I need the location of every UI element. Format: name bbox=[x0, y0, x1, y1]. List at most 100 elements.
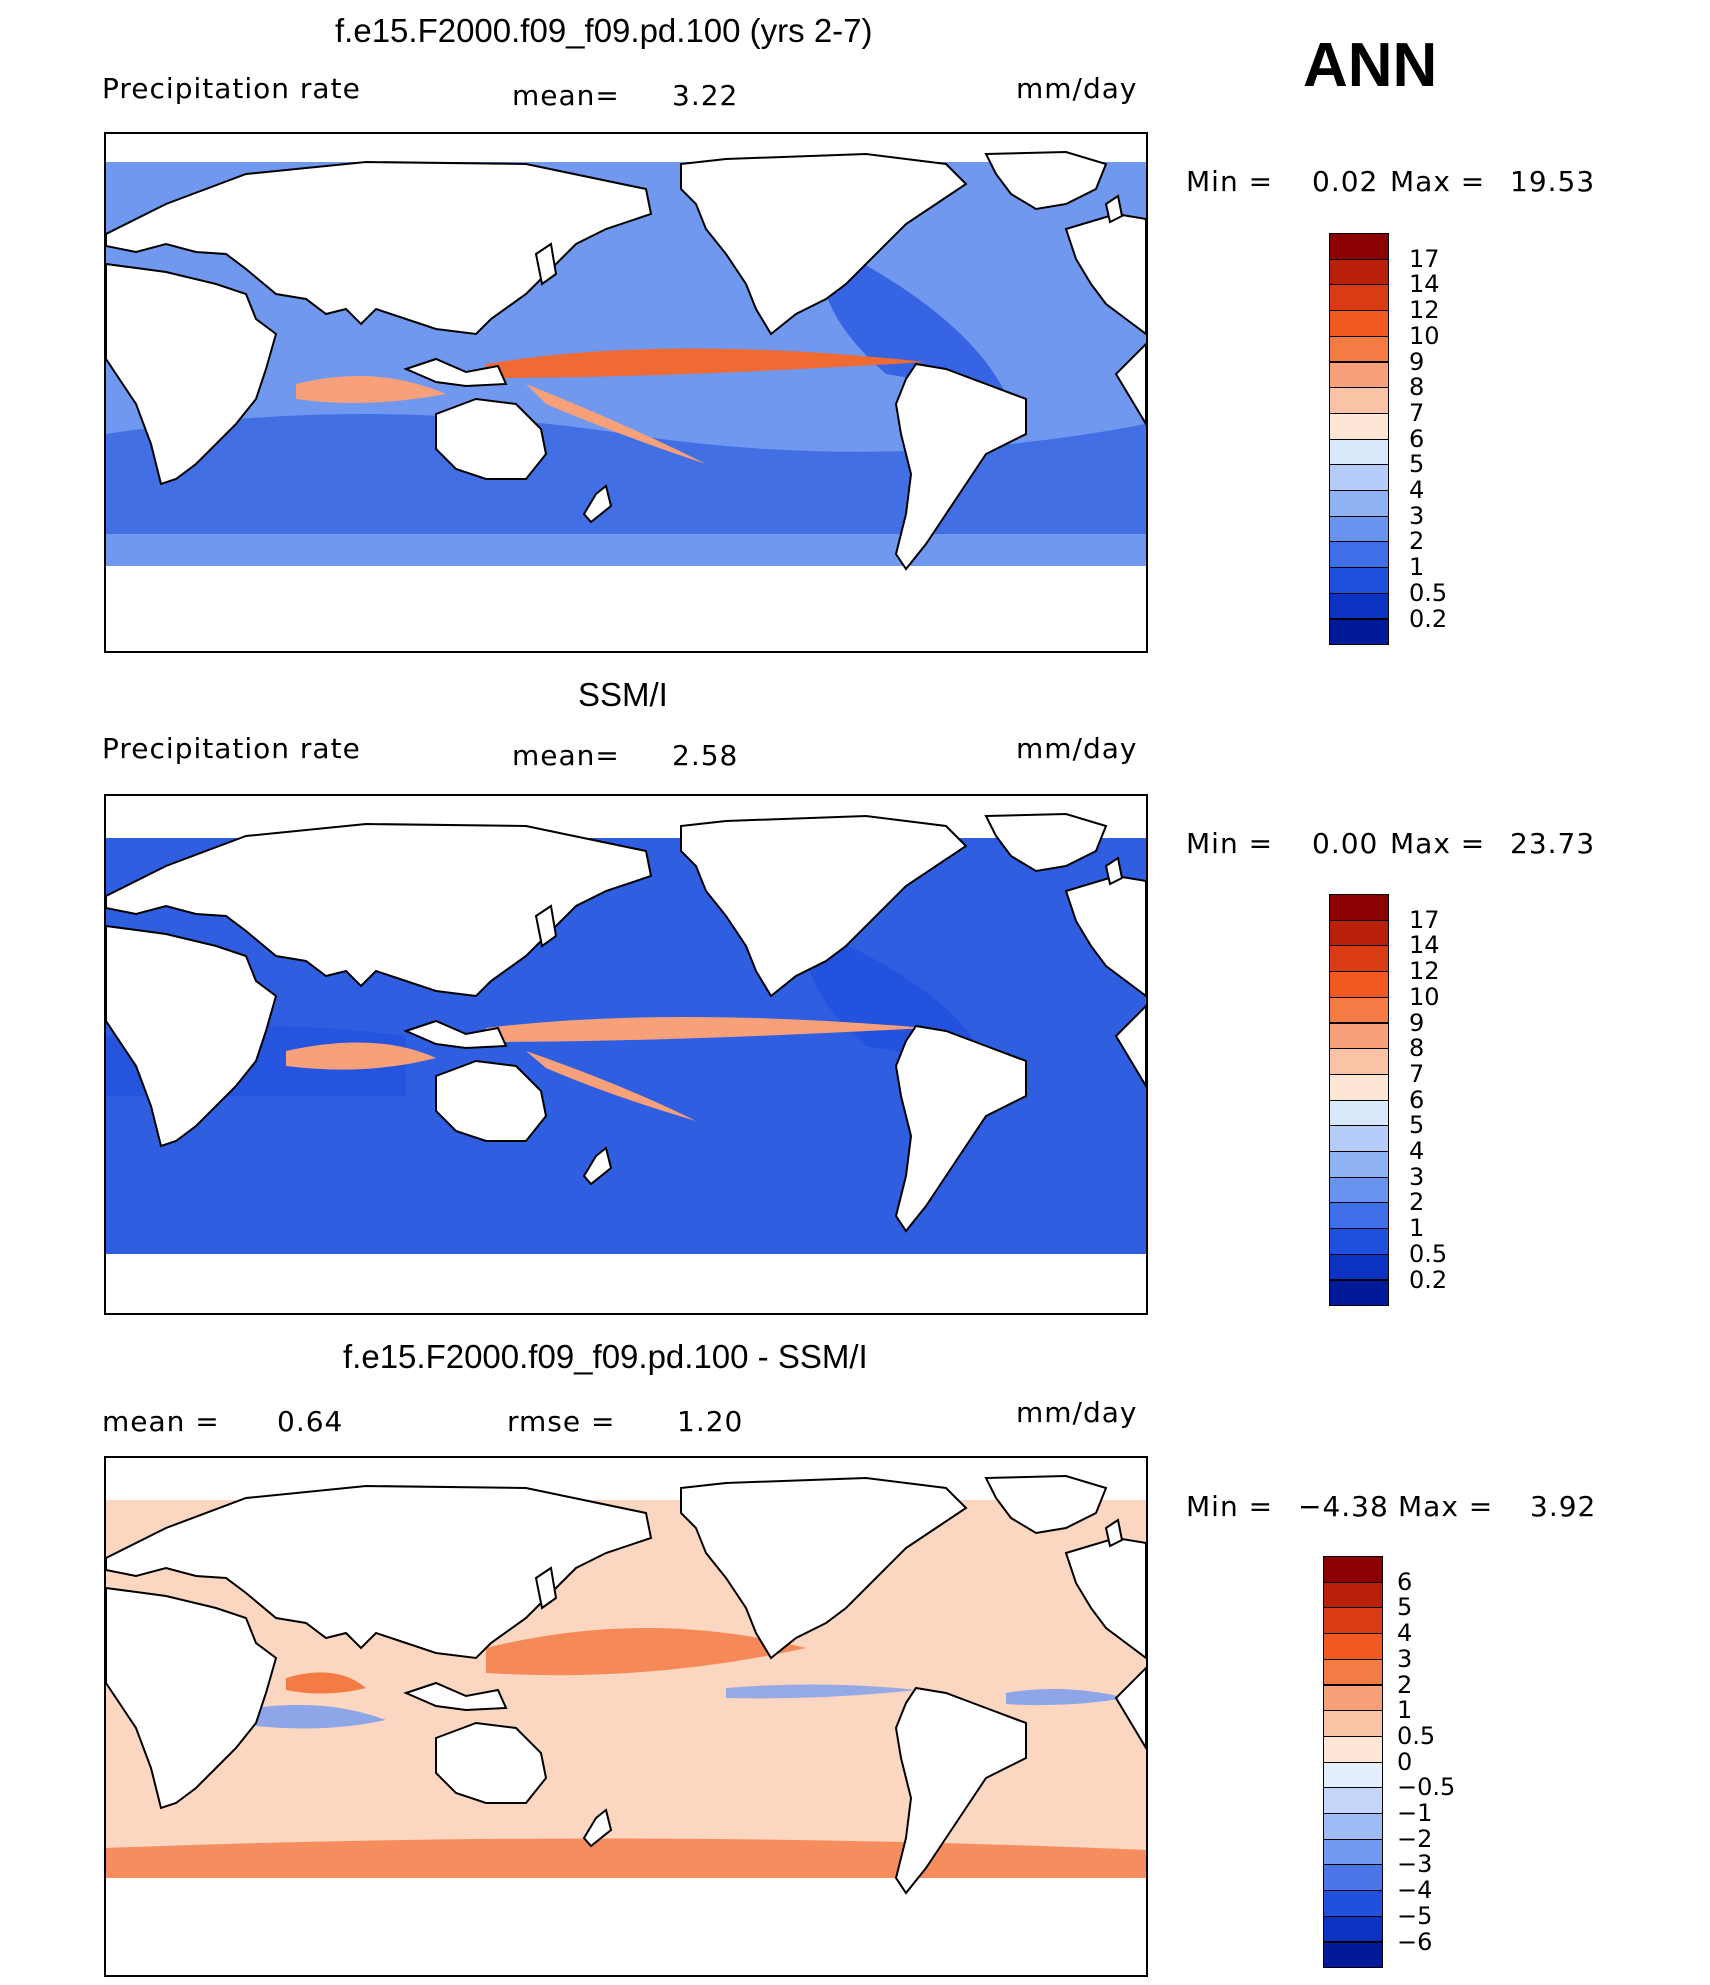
colorbar-swatch bbox=[1329, 618, 1389, 646]
colorbar-swatch bbox=[1329, 541, 1389, 569]
colorbar-swatch bbox=[1329, 996, 1389, 1024]
colorbar-swatch bbox=[1329, 1022, 1389, 1050]
colorbar-swatch bbox=[1329, 1151, 1389, 1178]
colorbar-tick-label: 0.5 bbox=[1397, 1721, 1436, 1750]
colorbar-swatch bbox=[1329, 1279, 1389, 1307]
antarctica bbox=[106, 1254, 1146, 1313]
colorbar-swatch bbox=[1323, 1633, 1383, 1660]
colorbar-tick-label: 5 bbox=[1409, 450, 1425, 479]
colorbar-tick-label: 2 bbox=[1409, 1188, 1425, 1217]
colorbar-tick-label: 12 bbox=[1409, 957, 1440, 986]
colorbar-swatch bbox=[1323, 1813, 1383, 1840]
panel-obs-min-value: 0.00 bbox=[1312, 827, 1379, 860]
colorbar-tick-label: 0 bbox=[1397, 1747, 1413, 1776]
colorbar-tick-label: 0.5 bbox=[1409, 1239, 1448, 1268]
colorbar-swatch bbox=[1323, 1710, 1383, 1737]
panel-model-max-value: 19.53 bbox=[1510, 165, 1596, 198]
colorbar-tick-label: 0.2 bbox=[1409, 1265, 1448, 1294]
africa bbox=[106, 1586, 278, 1810]
colorbar-swatch bbox=[1323, 1581, 1383, 1609]
panel-model-max-label: Max = bbox=[1390, 165, 1486, 198]
colorbar-tick-label: −5 bbox=[1397, 1901, 1433, 1930]
colorbar-tick-label: 7 bbox=[1409, 1059, 1425, 1088]
colorbar-tick-label: 4 bbox=[1409, 1137, 1425, 1165]
south-america bbox=[894, 362, 1027, 571]
panel-diff-units: mm/day bbox=[1016, 1396, 1138, 1429]
panel-obs-units: mm/day bbox=[1016, 732, 1138, 765]
colorbar-tick-label: 2 bbox=[1397, 1670, 1413, 1699]
europe-west bbox=[1064, 1536, 1146, 1660]
uk bbox=[1104, 1518, 1124, 1548]
colorbar-tick-label: 6 bbox=[1409, 1085, 1425, 1114]
australia bbox=[435, 1059, 548, 1142]
indian-ocean-wet bbox=[296, 376, 446, 403]
positive-north-pacific bbox=[486, 1628, 806, 1676]
colorbar-swatch bbox=[1329, 233, 1389, 260]
colorbar-tick-label: 2 bbox=[1409, 527, 1425, 556]
panel-diff-max-value: 3.92 bbox=[1530, 1490, 1597, 1523]
panel-model-variable: Precipitation rate bbox=[102, 72, 361, 105]
greenland bbox=[984, 150, 1108, 211]
panel-diff-rmse-value: 1.20 bbox=[677, 1405, 744, 1438]
colorbar-tick-label: 12 bbox=[1409, 296, 1440, 325]
colorbar-tick-label: 7 bbox=[1409, 398, 1425, 427]
colorbar-tick-label: −4 bbox=[1397, 1876, 1433, 1905]
colorbar-swatch bbox=[1329, 1176, 1389, 1204]
japan bbox=[534, 904, 558, 948]
dry-subtropic-band bbox=[106, 414, 1146, 534]
colorbar-swatch bbox=[1329, 894, 1389, 921]
panel-obs-variable: Precipitation rate bbox=[102, 732, 361, 765]
colorbar-swatch bbox=[1329, 335, 1389, 363]
colorbar-swatch bbox=[1329, 1228, 1389, 1255]
colorbar-swatch bbox=[1329, 971, 1389, 998]
panel-obs-map-svg bbox=[106, 796, 1146, 1313]
colorbar-swatch bbox=[1329, 1099, 1389, 1127]
colorbar-tick-label: 9 bbox=[1409, 347, 1425, 376]
panel-diff-mean-label: mean = bbox=[102, 1405, 220, 1438]
colorbar-tick-label: 0.2 bbox=[1409, 604, 1448, 633]
africa-east-edge bbox=[1114, 1666, 1146, 1750]
new-zealand bbox=[582, 484, 613, 524]
colorbar-tick-label: 6 bbox=[1397, 1567, 1413, 1596]
colorbar-swatch bbox=[1329, 515, 1389, 543]
panel-diff-max-label: Max = bbox=[1398, 1490, 1494, 1523]
europe-west bbox=[1064, 874, 1146, 998]
antarctica bbox=[106, 1878, 1146, 1975]
arctic-land bbox=[106, 796, 1146, 838]
colorbar-tick-label: 4 bbox=[1409, 476, 1425, 504]
colorbar-swatch bbox=[1329, 1125, 1389, 1152]
colorbar-tick-label: 6 bbox=[1409, 424, 1425, 453]
australia bbox=[435, 397, 548, 480]
colorbar-tick-label: 8 bbox=[1409, 1034, 1425, 1063]
colorbar-tick-label: 3 bbox=[1409, 501, 1425, 530]
itcz-band bbox=[486, 1017, 926, 1042]
colorbar-tick-label: −3 bbox=[1397, 1850, 1433, 1879]
colorbar-swatch bbox=[1329, 945, 1389, 973]
colorbar-swatch bbox=[1323, 1890, 1383, 1917]
eurasia bbox=[106, 160, 653, 336]
australia bbox=[435, 1721, 548, 1804]
colorbar-swatch bbox=[1329, 490, 1389, 517]
colorbar-swatch bbox=[1323, 1787, 1383, 1814]
colorbar-tick-label: 10 bbox=[1409, 982, 1440, 1011]
antarctica bbox=[106, 566, 1146, 651]
north-america bbox=[680, 1476, 968, 1660]
colorbar-swatch bbox=[1329, 919, 1389, 947]
indian-ocean-wet bbox=[286, 1042, 436, 1070]
panel-diff-rmse-label: rmse = bbox=[507, 1405, 616, 1438]
arctic-land bbox=[106, 134, 1146, 162]
colorbar-swatch bbox=[1323, 1941, 1383, 1969]
panel-diff-title: f.e15.F2000.f09_f09.pd.100 - SSM/I bbox=[343, 1338, 868, 1375]
panel-model-map bbox=[104, 132, 1148, 653]
colorbar-tick-label: 1 bbox=[1409, 1214, 1425, 1243]
eurasia bbox=[106, 1484, 653, 1660]
panel-obs-min-label: Min = bbox=[1186, 827, 1274, 860]
colorbar-swatch bbox=[1329, 592, 1389, 620]
colorbar-tick-label: 1 bbox=[1397, 1696, 1413, 1725]
panel-model-units: mm/day bbox=[1016, 72, 1138, 105]
panel-model-map-svg bbox=[106, 134, 1146, 651]
colorbar-tick-label: 10 bbox=[1409, 321, 1440, 350]
north-america bbox=[680, 814, 968, 998]
colorbar-tick-label: 1 bbox=[1409, 553, 1425, 582]
panel-obs-title: SSM/I bbox=[578, 676, 668, 713]
